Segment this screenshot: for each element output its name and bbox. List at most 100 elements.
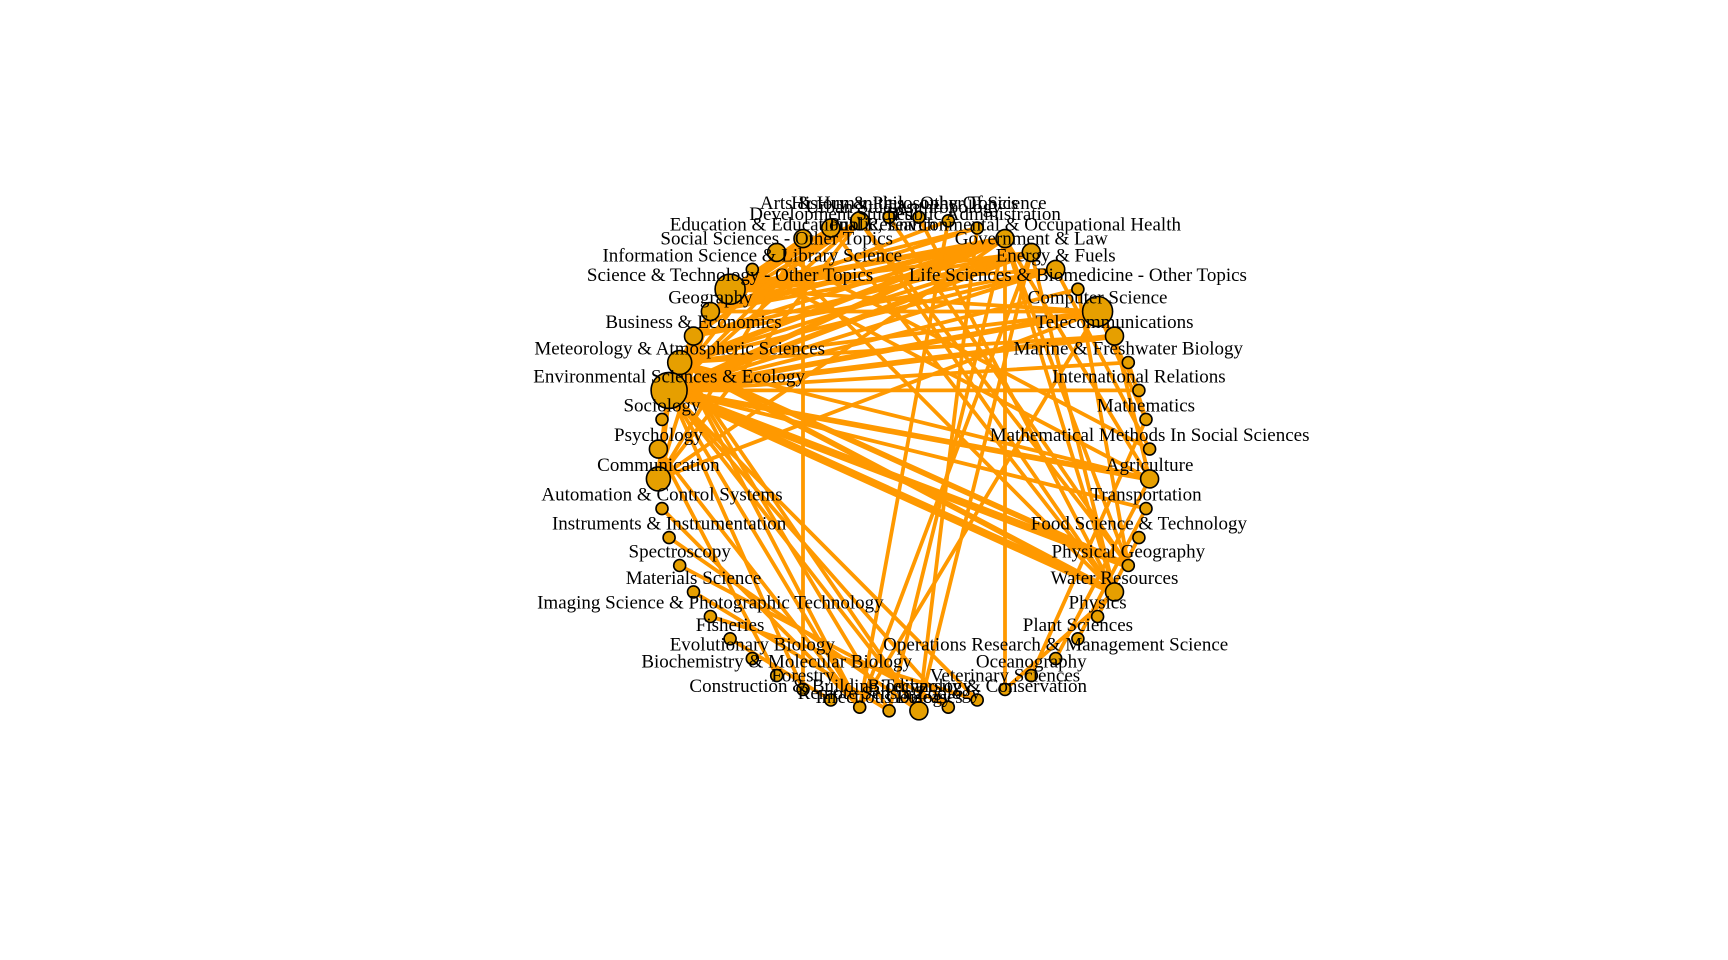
node-veterinary-sciences[interactable] [998,682,1012,697]
edge-computer-science-communication [656,309,1100,481]
node-fisheries[interactable] [723,631,737,646]
node-government-law[interactable] [1021,242,1042,263]
node-urban-studies[interactable] [849,211,870,231]
edge-telecommunications-agriculture [1112,334,1152,481]
node-food-science[interactable] [1132,530,1146,545]
node-plant-sciences[interactable] [1071,631,1085,646]
label-layer: Arts & Humanities - Other TopicsHistory … [533,193,1309,708]
node-label-business-economics: Business & Economics [605,312,781,333]
node-business-economics[interactable] [683,326,704,346]
node-forestry[interactable] [796,682,810,697]
node-development-studies[interactable] [820,218,841,238]
edge-business-economics-government-law [691,250,1034,339]
node-label-oceanography: Oceanography [976,652,1087,673]
node-label-info-science: Information Science & Library Science [602,245,902,266]
node-label-meteorology: Meteorology & Atmospheric Sciences [534,339,825,360]
node-environmental-sciences[interactable] [650,371,688,410]
node-anthropology[interactable] [941,214,956,228]
edge-biochemistry-psychology [656,447,779,678]
node-instruments[interactable] [662,530,676,545]
node-label-government-law: Government & Law [955,228,1108,249]
node-label-communication: Communication [597,455,720,476]
node-zoology[interactable] [941,700,956,715]
edge-urban-studies-water-resources [857,218,1117,594]
edge-construction-fisheries [728,636,833,702]
node-math-methods-social[interactable] [1142,442,1157,456]
node-label-history-philosophy: History & Philosophy Of Science [791,193,1046,214]
edge-info-science-agriculture [750,267,1152,481]
node-sociology[interactable] [655,412,669,427]
node-water-resources[interactable] [1104,582,1125,602]
node-biochemistry[interactable] [769,668,784,683]
node-geology[interactable] [909,700,929,721]
node-psychology[interactable] [648,439,669,459]
node-materials-science[interactable] [686,585,701,599]
node-transportation[interactable] [1139,501,1153,516]
node-infectious-diseases[interactable] [882,703,896,718]
node-history-philosophy[interactable] [912,210,926,224]
edge-energy-fuels-math-methods-social [1053,267,1152,452]
node-public-health[interactable] [995,228,1015,249]
node-meteorology[interactable] [666,349,693,376]
node-construction[interactable] [823,693,838,707]
node-label-biodiversity: Biodiversity & Conservation [867,676,1087,697]
edge-environmental-sciences-water-resources [665,386,1119,596]
node-label-geography: Geography [668,288,753,309]
node-geography[interactable] [700,301,721,322]
node-label-environmental-sciences: Environmental Sciences & Ecology [533,366,805,387]
edge-government-law-water-resources [1029,250,1117,594]
node-social-sciences-other[interactable] [766,242,787,263]
node-label-international-relations: International Relations [1052,366,1226,387]
node-label-veterinary-sciences: Veterinary Sciences [930,665,1080,686]
node-oceanography[interactable] [1024,668,1039,683]
node-energy-fuels[interactable] [1045,259,1066,280]
edge-public-health-communication [656,236,1007,481]
node-info-science[interactable] [745,262,760,277]
node-label-computer-science: Computer Science [1028,288,1168,309]
node-label-remote-sensing: Remote Sensing [798,683,923,704]
node-label-math-methods-social: Mathematical Methods In Social Sciences [990,425,1310,446]
edge-urban-studies-physical-geography [857,218,1131,568]
node-label-zoology: Zoology [916,683,981,704]
node-imaging-science[interactable] [703,609,718,624]
node-label-geology: Geology [886,687,952,708]
edge-anthropology-remote-sensing [857,218,951,710]
node-biodiversity[interactable] [970,693,985,707]
edge-social-sciences-other-water-resources [774,250,1117,594]
node-physical-geography[interactable] [1121,558,1136,573]
edge-communication-education-research [656,236,805,481]
node-evolutionary-biology[interactable] [745,651,760,666]
node-operations-research[interactable] [1048,651,1063,666]
node-international-relations[interactable] [1132,383,1146,398]
node-label-plant-sciences: Plant Sciences [1023,615,1133,636]
edge-history-philosophy-water-resources [917,215,1117,594]
node-automation[interactable] [655,501,669,516]
edge-remote-sensing-psychology [656,447,862,710]
node-layer [645,210,1160,721]
node-label-life-sciences: Life Sciences & Biomedicine - Other Topi… [909,265,1247,286]
node-public-administration[interactable] [970,221,985,235]
node-remote-sensing[interactable] [852,700,867,715]
node-arts-humanities[interactable] [882,210,896,224]
node-education-research[interactable] [793,228,813,249]
node-mathematics[interactable] [1139,412,1153,427]
node-communication[interactable] [645,466,672,492]
node-physics[interactable] [1090,609,1105,624]
node-computer-science[interactable] [1081,295,1114,328]
node-spectroscopy[interactable] [672,558,687,573]
node-telecommunications[interactable] [1104,326,1125,346]
node-label-instruments: Instruments & Instrumentation [552,514,787,535]
node-agriculture[interactable] [1139,469,1160,489]
node-science-technology-other[interactable] [714,273,746,306]
node-label-materials-science: Materials Science [626,568,762,589]
edge-zoology-spectroscopy [677,563,951,710]
edge-veterinary-sciences-water-resources [1003,590,1117,692]
edge-meteorology-agriculture [677,360,1152,481]
node-marine-biology[interactable] [1121,355,1136,370]
node-life-sciences[interactable] [1071,282,1085,297]
node-label-energy-fuels: Energy & Fuels [996,245,1116,266]
edge-communication-urban-studies [656,218,862,481]
edge-meteorology-computer-science [677,309,1100,365]
edge-infectious-diseases-materials-science [691,590,891,713]
edge-plant-sciences-transportation [1076,506,1148,641]
